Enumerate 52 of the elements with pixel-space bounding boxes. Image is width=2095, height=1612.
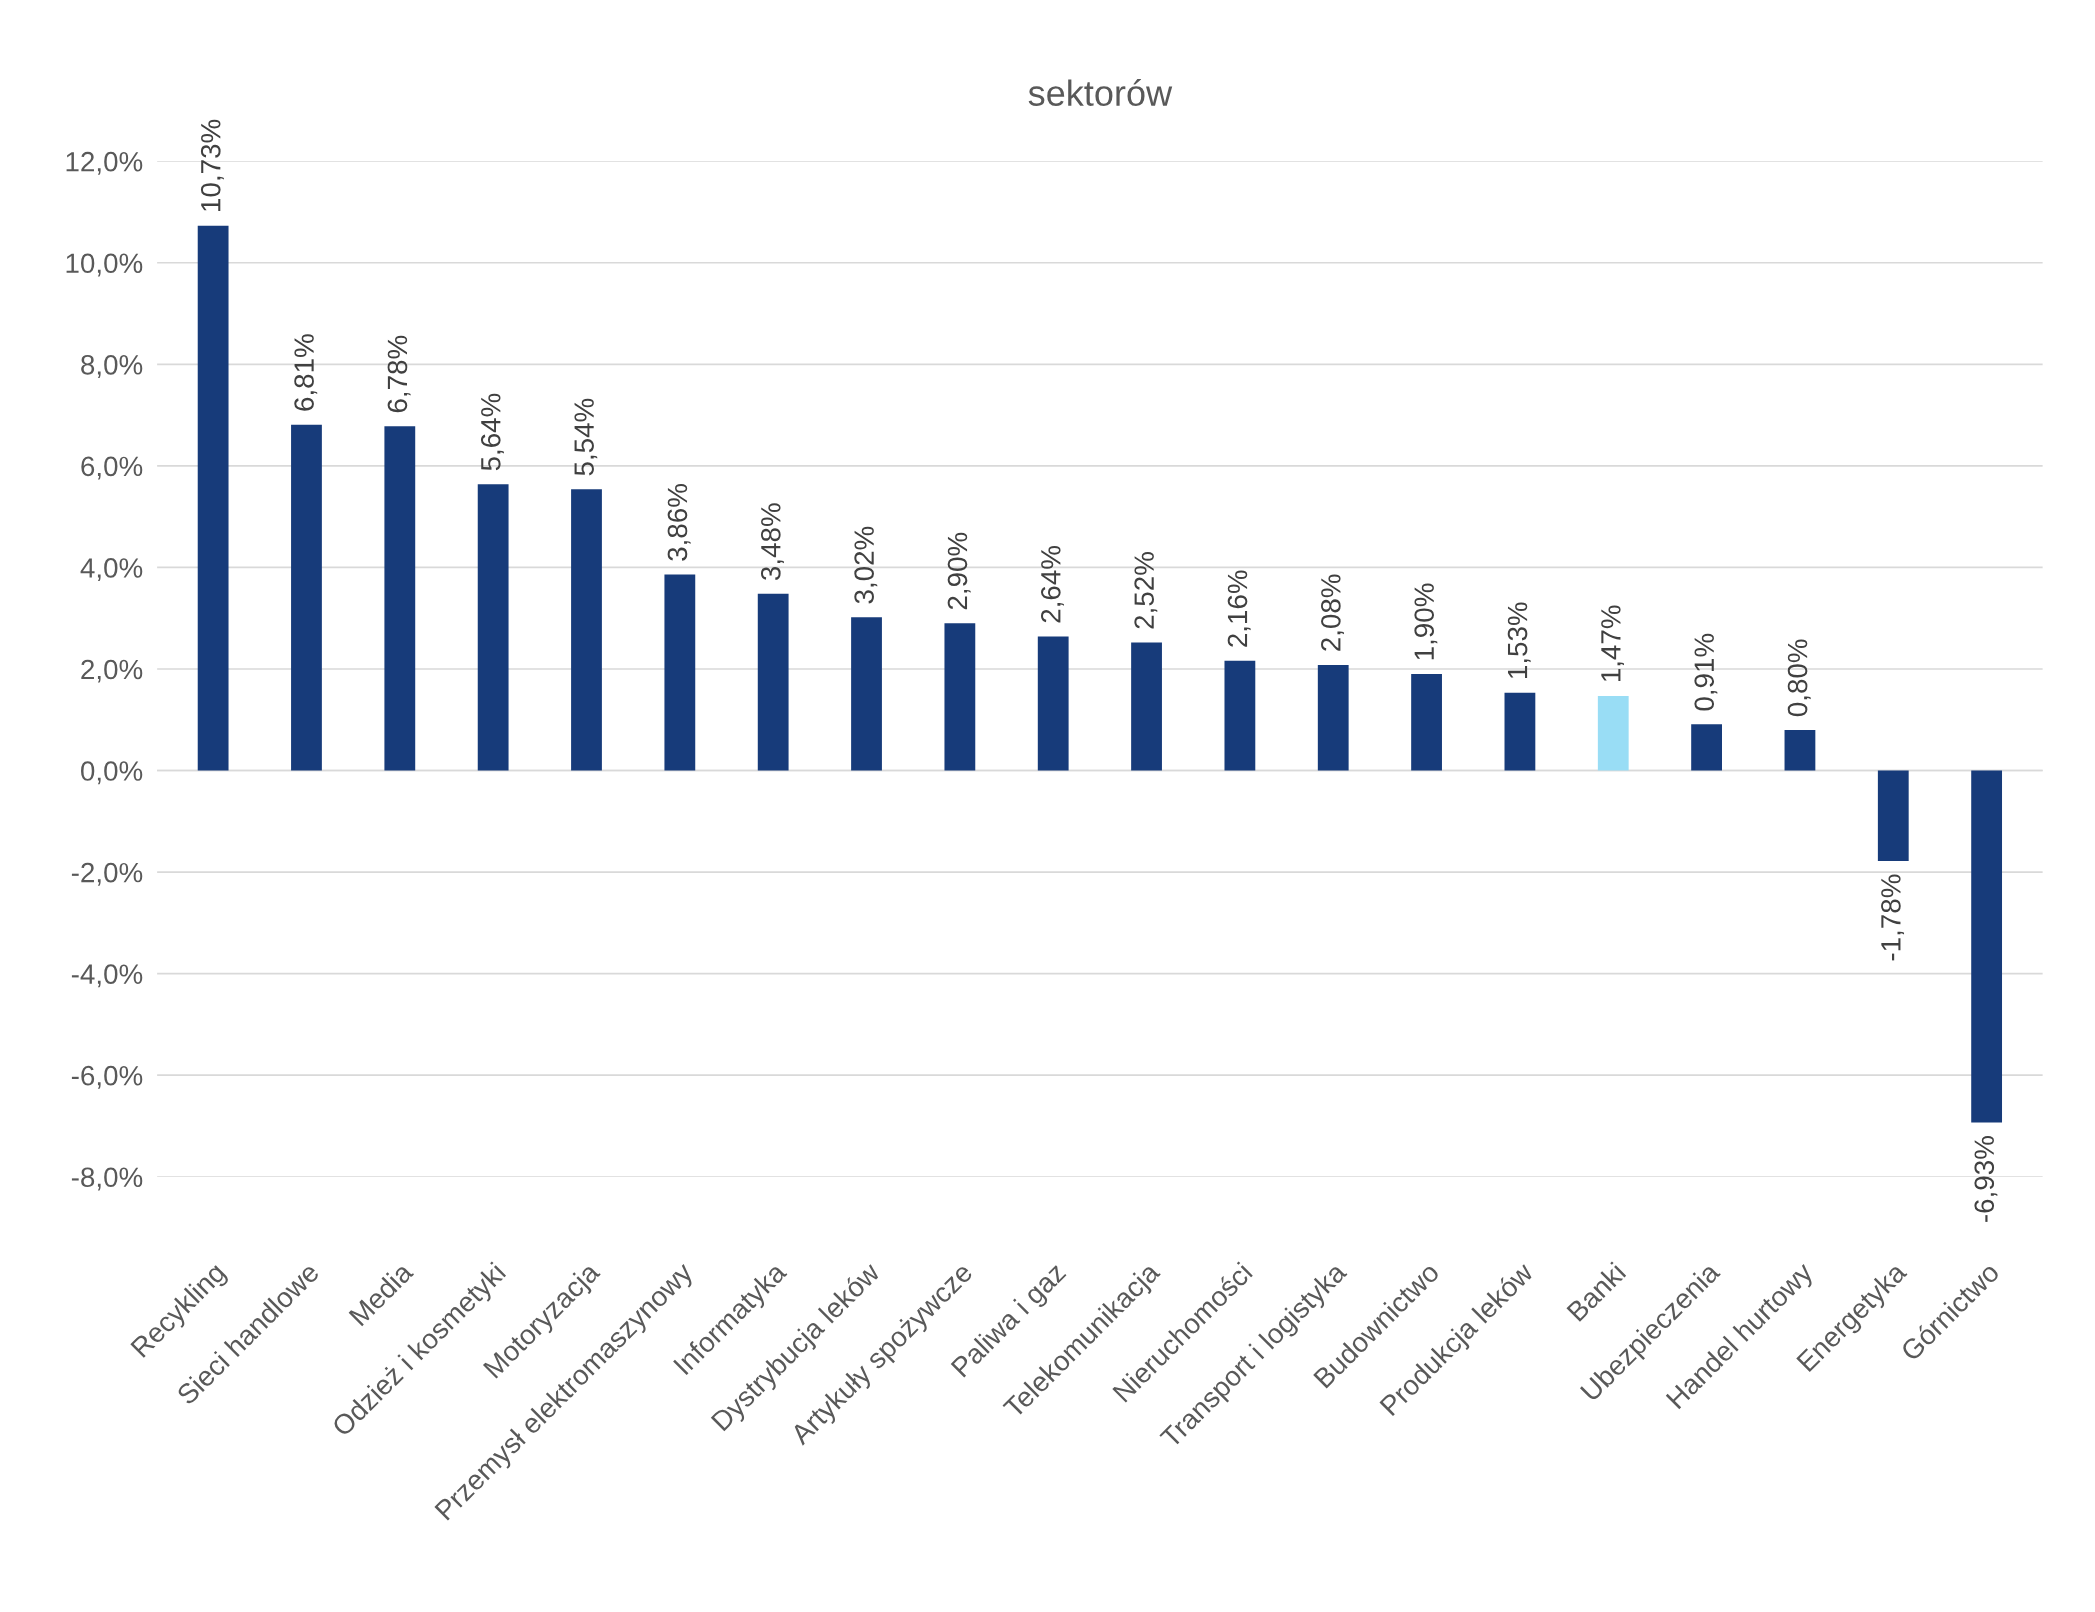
y-tick-label: 8,0% xyxy=(81,354,143,378)
y-tick-label: -6,0% xyxy=(71,1065,143,1089)
bar xyxy=(1971,770,2003,1123)
bar xyxy=(291,424,322,771)
bar xyxy=(944,623,976,771)
bar xyxy=(664,574,696,771)
bar xyxy=(1597,695,1629,771)
y-tick-label: 4,0% xyxy=(80,558,143,582)
bar xyxy=(1504,692,1536,771)
bar xyxy=(851,617,882,771)
y-tick-label: -2,0% xyxy=(71,862,143,886)
data-label: -6,93% xyxy=(1974,1136,1998,1222)
y-tick-label: 0,0% xyxy=(81,761,143,785)
data-label: -1,78% xyxy=(1881,874,1905,961)
data-label: 2,90% xyxy=(947,532,971,610)
y-tick-label: -4,0% xyxy=(71,964,143,988)
bar xyxy=(384,426,416,771)
bar xyxy=(1224,660,1256,771)
y-tick-label: -8,0% xyxy=(71,1167,143,1191)
bar xyxy=(1784,729,1816,771)
data-label: 0,80% xyxy=(1787,639,1811,717)
data-label: 3,02% xyxy=(854,526,878,604)
data-label: 2,64% xyxy=(1040,546,1064,623)
data-label: 6,78% xyxy=(387,335,411,413)
data-label: 1,47% xyxy=(1601,605,1624,682)
y-tick-label: 12,0% xyxy=(66,151,143,175)
bar xyxy=(1037,636,1069,771)
data-label: 2,52% xyxy=(1134,552,1158,629)
data-label: 3,48% xyxy=(760,503,784,581)
bar xyxy=(197,225,229,771)
bar xyxy=(1131,642,1162,771)
data-label: 5,54% xyxy=(574,398,598,476)
data-label: 2,16% xyxy=(1227,570,1251,647)
bar xyxy=(1877,770,1909,861)
bar xyxy=(1411,674,1442,771)
data-label: 1,53% xyxy=(1507,602,1531,679)
data-label: 5,64% xyxy=(480,393,504,471)
bar xyxy=(757,593,789,771)
data-label: 3,86% xyxy=(667,484,691,561)
chart-title: sektorów xyxy=(1028,79,1173,106)
data-label: 10,73% xyxy=(200,119,224,211)
data-label: 6,81% xyxy=(294,334,318,411)
y-tick-label: 10,0% xyxy=(66,253,143,277)
data-label: 0,91% xyxy=(1694,633,1718,711)
y-tick-label: 2,0% xyxy=(81,659,143,683)
y-tick-label: 6,0% xyxy=(81,456,143,480)
data-label: 2,08% xyxy=(1321,574,1344,651)
bar xyxy=(1691,724,1722,771)
data-label: 1,90% xyxy=(1414,583,1438,660)
bar xyxy=(1317,664,1349,771)
bar xyxy=(571,489,602,771)
bar xyxy=(477,484,509,771)
